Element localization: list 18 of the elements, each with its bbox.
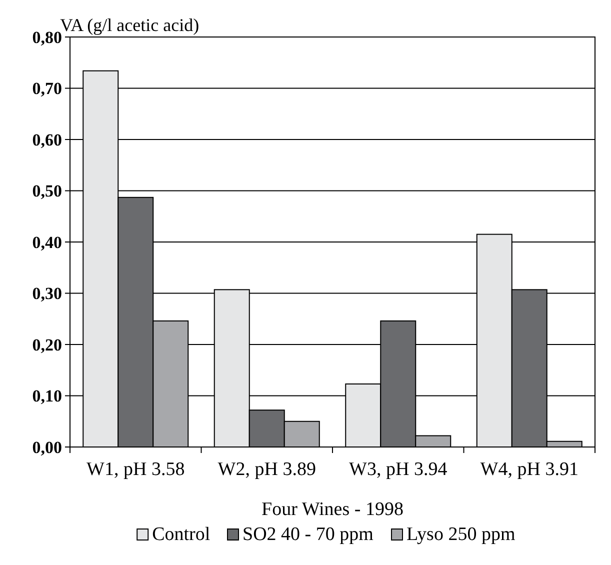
y-tick-label: 0,30	[32, 284, 62, 304]
x-tick-label: W4, pH 3.91	[480, 459, 578, 480]
x-axis-title: Four Wines - 1998	[262, 499, 404, 520]
x-tick-label: W1, pH 3.58	[86, 459, 185, 480]
x-tick-label: W3, pH 3.94	[349, 459, 448, 480]
legend-label: Lyso 250 ppm	[406, 524, 516, 545]
legend-label: SO2 40 - 70 ppm	[242, 524, 374, 545]
y-tick-label: 0,80	[32, 28, 62, 47]
y-tick-label: 0,20	[32, 335, 62, 354]
x-tick-label: W2, pH 3.89	[218, 459, 316, 480]
y-tick-label: 0,00	[32, 438, 62, 457]
y-tick-label: 0,50	[32, 182, 62, 201]
y-tick-label: 0,60	[32, 130, 62, 150]
y-tick-label: 0,10	[32, 386, 62, 406]
legend-label: Control	[152, 524, 210, 545]
y-tick-label: 0,40	[32, 232, 62, 252]
y-axis-title: VA (g/l acetic acid)	[60, 15, 200, 35]
y-tick-label: 0,70	[32, 79, 62, 98]
